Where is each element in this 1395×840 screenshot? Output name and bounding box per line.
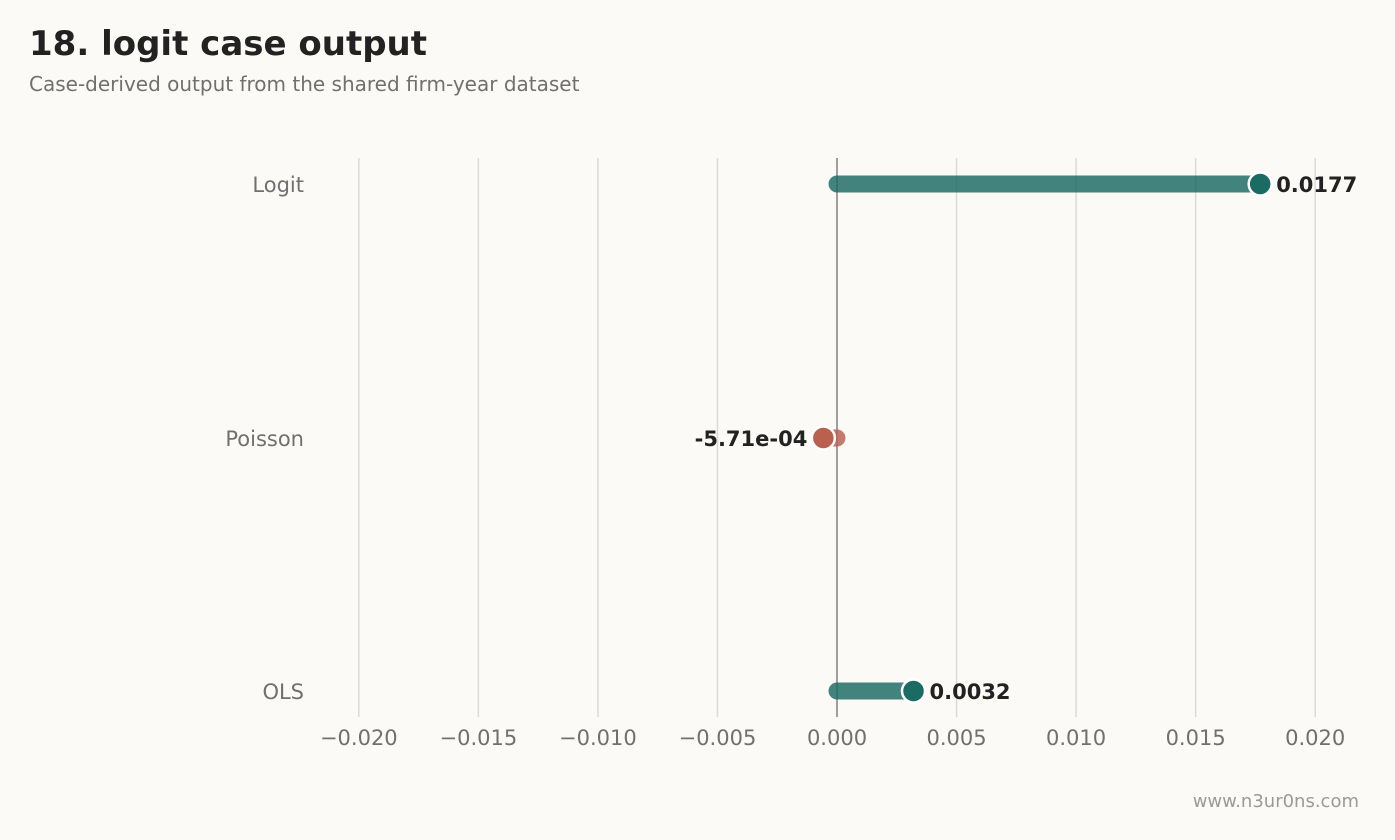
chart-subtitle: Case-derived output from the shared firm… [29,72,580,96]
x-tick-label: 0.005 [926,726,986,750]
x-tick-label: 0.010 [1046,726,1106,750]
data-label: -5.71e-04 [695,427,808,451]
series-bars: 0.0177 -5.71e-04 0.0032 [695,171,1357,704]
x-tick-label: −0.005 [679,726,757,750]
x-tick-label: 0.020 [1285,726,1345,750]
x-tick-label: −0.020 [320,726,398,750]
data-label: 0.0177 [1276,173,1357,197]
footer-source: www.n3ur0ns.com [1192,791,1359,812]
category-label: Poisson [225,427,304,451]
x-tick-label: 0.000 [807,726,867,750]
bar-endpoint [810,425,837,451]
x-axis: −0.020 −0.015 −0.010 −0.005 0.000 0.005 0.010 0… [320,726,1345,750]
y-axis: Logit Poisson OLS [225,173,304,704]
gridlines [358,158,1316,717]
category-label: Logit [252,173,304,197]
x-tick-label: −0.010 [559,726,637,750]
chart-title: 18. logit case output [29,24,428,64]
x-tick-label: −0.015 [440,726,518,750]
category-label: OLS [262,680,304,704]
bar-endpoint [1247,171,1273,197]
x-tick-label: 0.015 [1166,726,1226,750]
bar-endpoint [900,678,927,704]
data-label: 0.0032 [930,680,1011,704]
